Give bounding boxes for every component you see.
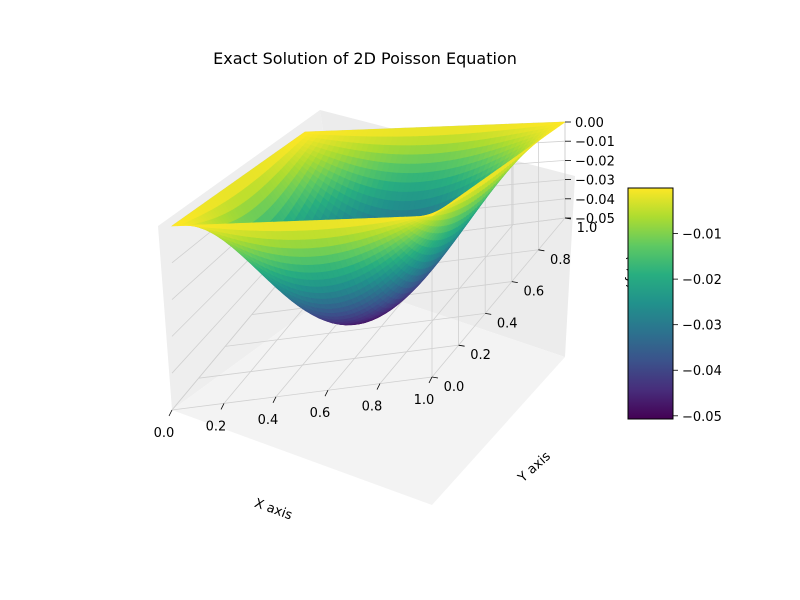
y-tick-label: 0.8: [550, 253, 571, 268]
colorbar-tick-label: −0.02: [682, 273, 722, 288]
x-tick-label: 0.0: [154, 426, 175, 441]
x-axis-label: X axis: [252, 496, 294, 524]
colorbar-tick-label: −0.05: [682, 410, 722, 425]
surface-cell: [171, 223, 182, 227]
y-tick-label: 0.6: [523, 285, 544, 300]
surface-plot: [171, 121, 566, 326]
y-axis-label: Y axis: [515, 449, 554, 486]
chart-title: Exact Solution of 2D Poisson Equation: [213, 49, 517, 68]
z-tick-label: −0.03: [575, 174, 615, 189]
y-tick-label: 0.2: [470, 348, 491, 363]
colorbar: [627, 187, 674, 420]
y-tick-label: 0.0: [444, 380, 465, 395]
z-tick-label: −0.02: [575, 154, 615, 169]
axes-ticks: 0.0 0.2 0.4 0.6 0.8 1.00.00.20.40.60.81.0−0.0…: [154, 116, 615, 441]
x-tick-label: 0.8: [362, 400, 383, 415]
colorbar-tick-label: −0.03: [682, 319, 722, 334]
x-tick-label: 0.4: [258, 413, 279, 428]
z-tick-label: −0.01: [575, 135, 615, 150]
y-tick-label: 0.4: [497, 316, 518, 331]
floor-pane: [172, 283, 565, 505]
colorbar-tick-label: −0.01: [682, 228, 722, 243]
colorbar-ticks: −0.05 −0.04 −0.03 −0.02 −0.01: [673, 228, 722, 425]
z-tick-label: −0.04: [575, 193, 615, 208]
colorbar-tick-label: −0.04: [682, 364, 722, 379]
z-tick-label: 0.00: [575, 116, 604, 131]
z-tick-label: −0.05: [575, 212, 615, 227]
y-tick-label: 1.0: [577, 221, 598, 236]
x-tick-label: 1.0: [414, 393, 435, 408]
x-tick-label: 0.6: [310, 406, 331, 421]
x-tick-label: 0.2: [206, 419, 227, 434]
